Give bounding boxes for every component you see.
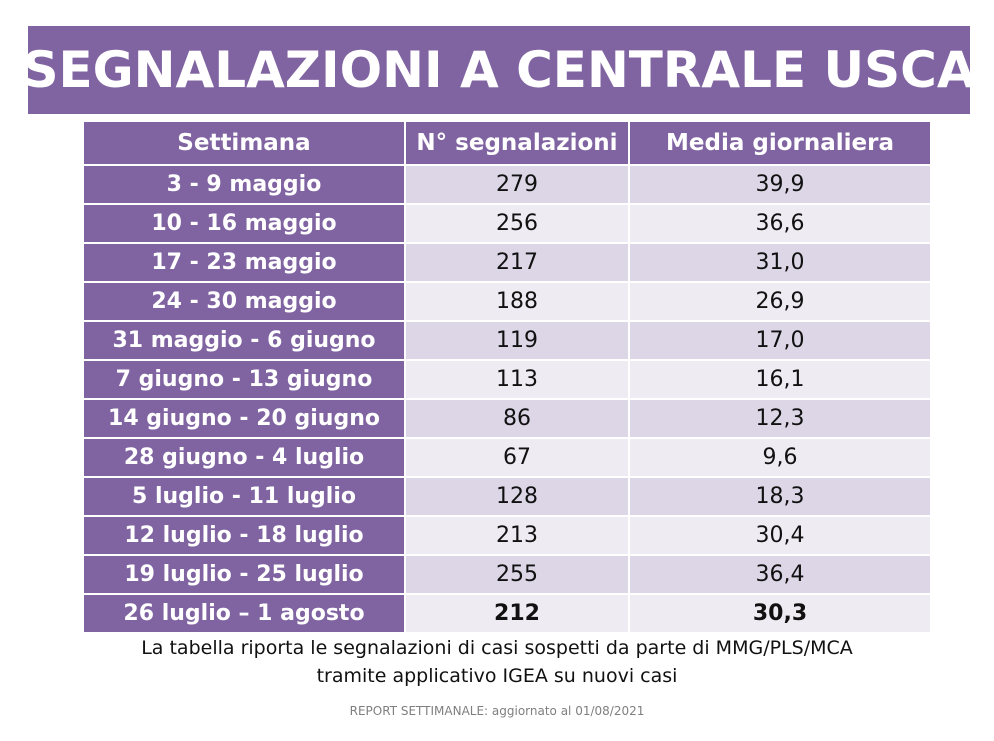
avg-cell: 30,4 bbox=[628, 515, 932, 556]
avg-cell: 30,3 bbox=[628, 593, 932, 634]
footnote: La tabella riporta le segnalazioni di ca… bbox=[0, 634, 994, 690]
avg-cell: 36,4 bbox=[628, 554, 932, 595]
table-row: 24 - 30 maggio 188 26,9 bbox=[82, 281, 932, 322]
avg-cell: 16,1 bbox=[628, 359, 932, 400]
title-banner: SEGNALAZIONI A CENTRALE USCA bbox=[22, 26, 976, 114]
count-cell: 256 bbox=[404, 203, 630, 244]
count-cell: 119 bbox=[404, 320, 630, 361]
week-cell: 24 - 30 maggio bbox=[82, 281, 406, 322]
report-update-note: REPORT SETTIMANALE: aggiornato al 01/08/… bbox=[349, 704, 645, 718]
table-row: 28 giugno - 4 luglio 67 9,6 bbox=[82, 437, 932, 478]
count-cell: 212 bbox=[404, 593, 630, 634]
table-row: 31 maggio - 6 giugno 119 17,0 bbox=[82, 320, 932, 361]
avg-cell: 12,3 bbox=[628, 398, 932, 439]
week-cell: 28 giugno - 4 luglio bbox=[82, 437, 406, 478]
week-cell: 12 luglio - 18 luglio bbox=[82, 515, 406, 556]
footnote-line-1: La tabella riporta le segnalazioni di ca… bbox=[141, 637, 853, 659]
header-media-giornaliera: Media giornaliera bbox=[628, 120, 932, 166]
week-cell: 7 giugno - 13 giugno bbox=[82, 359, 406, 400]
count-cell: 86 bbox=[404, 398, 630, 439]
count-cell: 188 bbox=[404, 281, 630, 322]
week-cell: 26 luglio – 1 agosto bbox=[82, 593, 406, 634]
table-header-row: Settimana N° segnalazioni Media giornali… bbox=[82, 120, 932, 166]
table-row: 12 luglio - 18 luglio 213 30,4 bbox=[82, 515, 932, 556]
table-row-latest: 26 luglio – 1 agosto 212 30,3 bbox=[82, 593, 932, 634]
count-cell: 279 bbox=[404, 164, 630, 205]
week-cell: 10 - 16 maggio bbox=[82, 203, 406, 244]
footnote-line-2: tramite applicativo IGEA su nuovi casi bbox=[316, 665, 678, 687]
table-row: 5 luglio - 11 luglio 128 18,3 bbox=[82, 476, 932, 517]
week-cell: 31 maggio - 6 giugno bbox=[82, 320, 406, 361]
avg-cell: 31,0 bbox=[628, 242, 932, 283]
count-cell: 113 bbox=[404, 359, 630, 400]
table-row: 3 - 9 maggio 279 39,9 bbox=[82, 164, 932, 205]
avg-cell: 17,0 bbox=[628, 320, 932, 361]
count-cell: 217 bbox=[404, 242, 630, 283]
report-table: Settimana N° segnalazioni Media giornali… bbox=[82, 120, 932, 634]
week-cell: 19 luglio - 25 luglio bbox=[82, 554, 406, 595]
page-title: SEGNALAZIONI A CENTRALE USCA bbox=[22, 41, 976, 99]
week-cell: 3 - 9 maggio bbox=[82, 164, 406, 205]
avg-cell: 39,9 bbox=[628, 164, 932, 205]
avg-cell: 18,3 bbox=[628, 476, 932, 517]
avg-cell: 36,6 bbox=[628, 203, 932, 244]
avg-cell: 26,9 bbox=[628, 281, 932, 322]
header-segnalazioni: N° segnalazioni bbox=[404, 120, 630, 166]
count-cell: 128 bbox=[404, 476, 630, 517]
week-cell: 5 luglio - 11 luglio bbox=[82, 476, 406, 517]
table-row: 17 - 23 maggio 217 31,0 bbox=[82, 242, 932, 283]
avg-cell: 9,6 bbox=[628, 437, 932, 478]
count-cell: 255 bbox=[404, 554, 630, 595]
table-row: 10 - 16 maggio 256 36,6 bbox=[82, 203, 932, 244]
header-settimana: Settimana bbox=[82, 120, 406, 166]
count-cell: 67 bbox=[404, 437, 630, 478]
table-row: 19 luglio - 25 luglio 255 36,4 bbox=[82, 554, 932, 595]
table-row: 14 giugno - 20 giugno 86 12,3 bbox=[82, 398, 932, 439]
week-cell: 17 - 23 maggio bbox=[82, 242, 406, 283]
count-cell: 213 bbox=[404, 515, 630, 556]
table-row: 7 giugno - 13 giugno 113 16,1 bbox=[82, 359, 932, 400]
week-cell: 14 giugno - 20 giugno bbox=[82, 398, 406, 439]
